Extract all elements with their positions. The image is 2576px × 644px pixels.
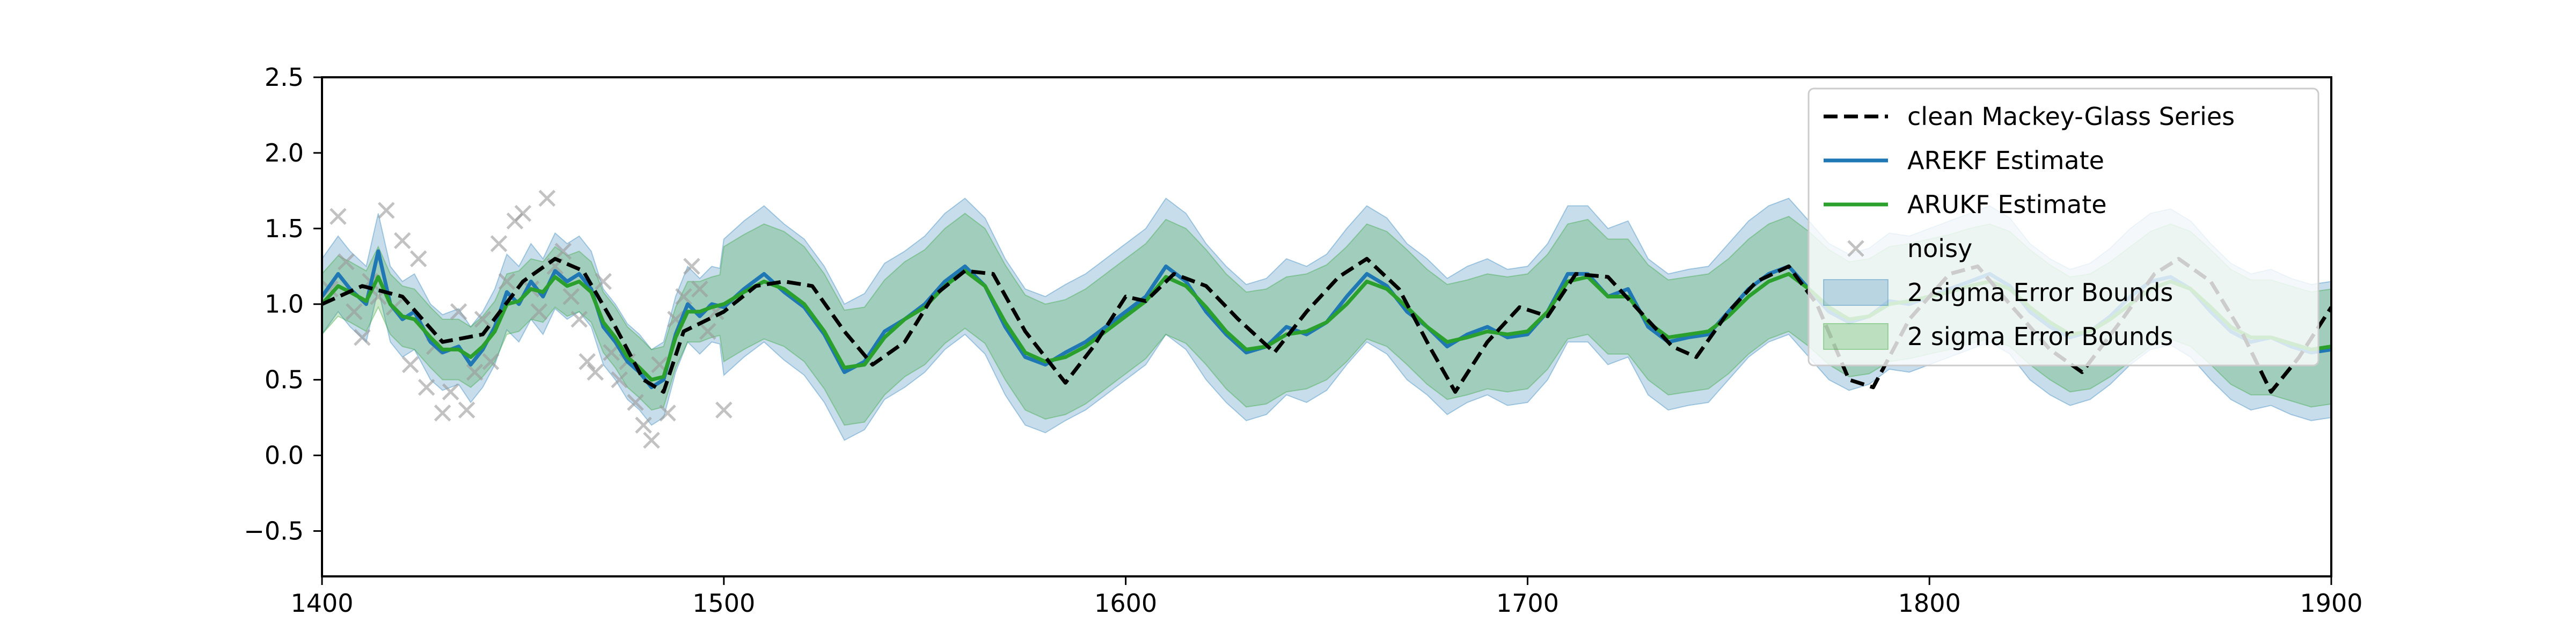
legend-handle-arukf-band <box>1823 323 1889 350</box>
noisy-point <box>490 235 508 252</box>
noisy-point <box>715 401 733 419</box>
x-tick-label: 1600 <box>1094 589 1157 618</box>
y-tick-label: 0.0 <box>265 441 304 470</box>
noisy-point <box>330 208 347 225</box>
noisy-point <box>346 303 363 320</box>
noisy-point <box>474 311 492 328</box>
y-tick-label: 1.5 <box>265 214 304 243</box>
noisy-point <box>538 189 556 207</box>
noisy-point <box>643 431 660 449</box>
x-tick-label: 1700 <box>1496 589 1559 618</box>
noisy-point <box>627 394 644 411</box>
noisy-point <box>393 232 411 250</box>
noisy-point <box>691 280 708 298</box>
noisy-point <box>659 404 676 422</box>
noisy-point <box>683 258 700 275</box>
legend: clean Mackey-Glass Series AREKF Estimate A… <box>1807 87 2319 367</box>
legend-handle-arekf-band <box>1823 279 1889 306</box>
noisy-point <box>595 273 612 290</box>
noisy-point <box>611 371 628 389</box>
y-tick-label: 1.0 <box>265 290 304 319</box>
y-tick-label: 2.5 <box>265 63 304 92</box>
noisy-point <box>409 250 427 267</box>
noisy-point <box>570 311 588 328</box>
noisy-point <box>450 303 467 320</box>
noisy-point <box>699 323 716 340</box>
y-tick-label: −0.5 <box>244 516 304 545</box>
noisy-point <box>635 416 652 434</box>
noisy-point <box>401 356 419 374</box>
noisy-point <box>554 243 572 260</box>
noisy-point <box>514 204 532 222</box>
y-tick-label: 0.5 <box>265 365 304 394</box>
noisy-point <box>338 253 355 270</box>
y-tick-label: 2.0 <box>265 138 304 167</box>
x-axis: 1400 1500 1600 1700 1800 1900 <box>290 576 2363 618</box>
noisy-point <box>587 363 604 381</box>
noisy-point <box>562 288 580 305</box>
legend-label: noisy <box>1907 234 1972 263</box>
noisy-point <box>675 288 692 305</box>
legend-label: clean Mackey-Glass Series <box>1907 102 2235 131</box>
legend-label: 2 sigma Error Bounds <box>1907 278 2173 307</box>
noisy-point <box>354 328 371 346</box>
noisy-point <box>418 378 435 396</box>
noisy-point <box>378 202 395 219</box>
legend-label: ARUKF Estimate <box>1907 190 2107 219</box>
legend-label: AREKF Estimate <box>1907 146 2104 175</box>
noisy-point <box>466 363 484 381</box>
noisy-point <box>498 273 516 290</box>
noisy-point <box>458 401 475 419</box>
noisy-point <box>579 353 596 370</box>
y-axis: −0.5 0.0 0.5 1.0 1.5 2.0 2.5 <box>244 63 322 545</box>
noisy-point <box>442 383 459 400</box>
noisy-point <box>434 404 451 422</box>
legend-label: 2 sigma Error Bounds <box>1907 322 2173 351</box>
legend-box <box>1807 87 2319 367</box>
noisy-point <box>482 353 500 370</box>
noisy-point <box>603 344 620 361</box>
legend-handle-noisy <box>1847 240 1864 257</box>
x-tick-label: 1500 <box>692 589 755 618</box>
plot-frame <box>321 76 2332 577</box>
x-tick-label: 1900 <box>2300 589 2362 618</box>
x-tick-label: 1800 <box>1898 589 1961 618</box>
noisy-point <box>530 303 548 320</box>
x-tick-label: 1400 <box>290 589 353 618</box>
